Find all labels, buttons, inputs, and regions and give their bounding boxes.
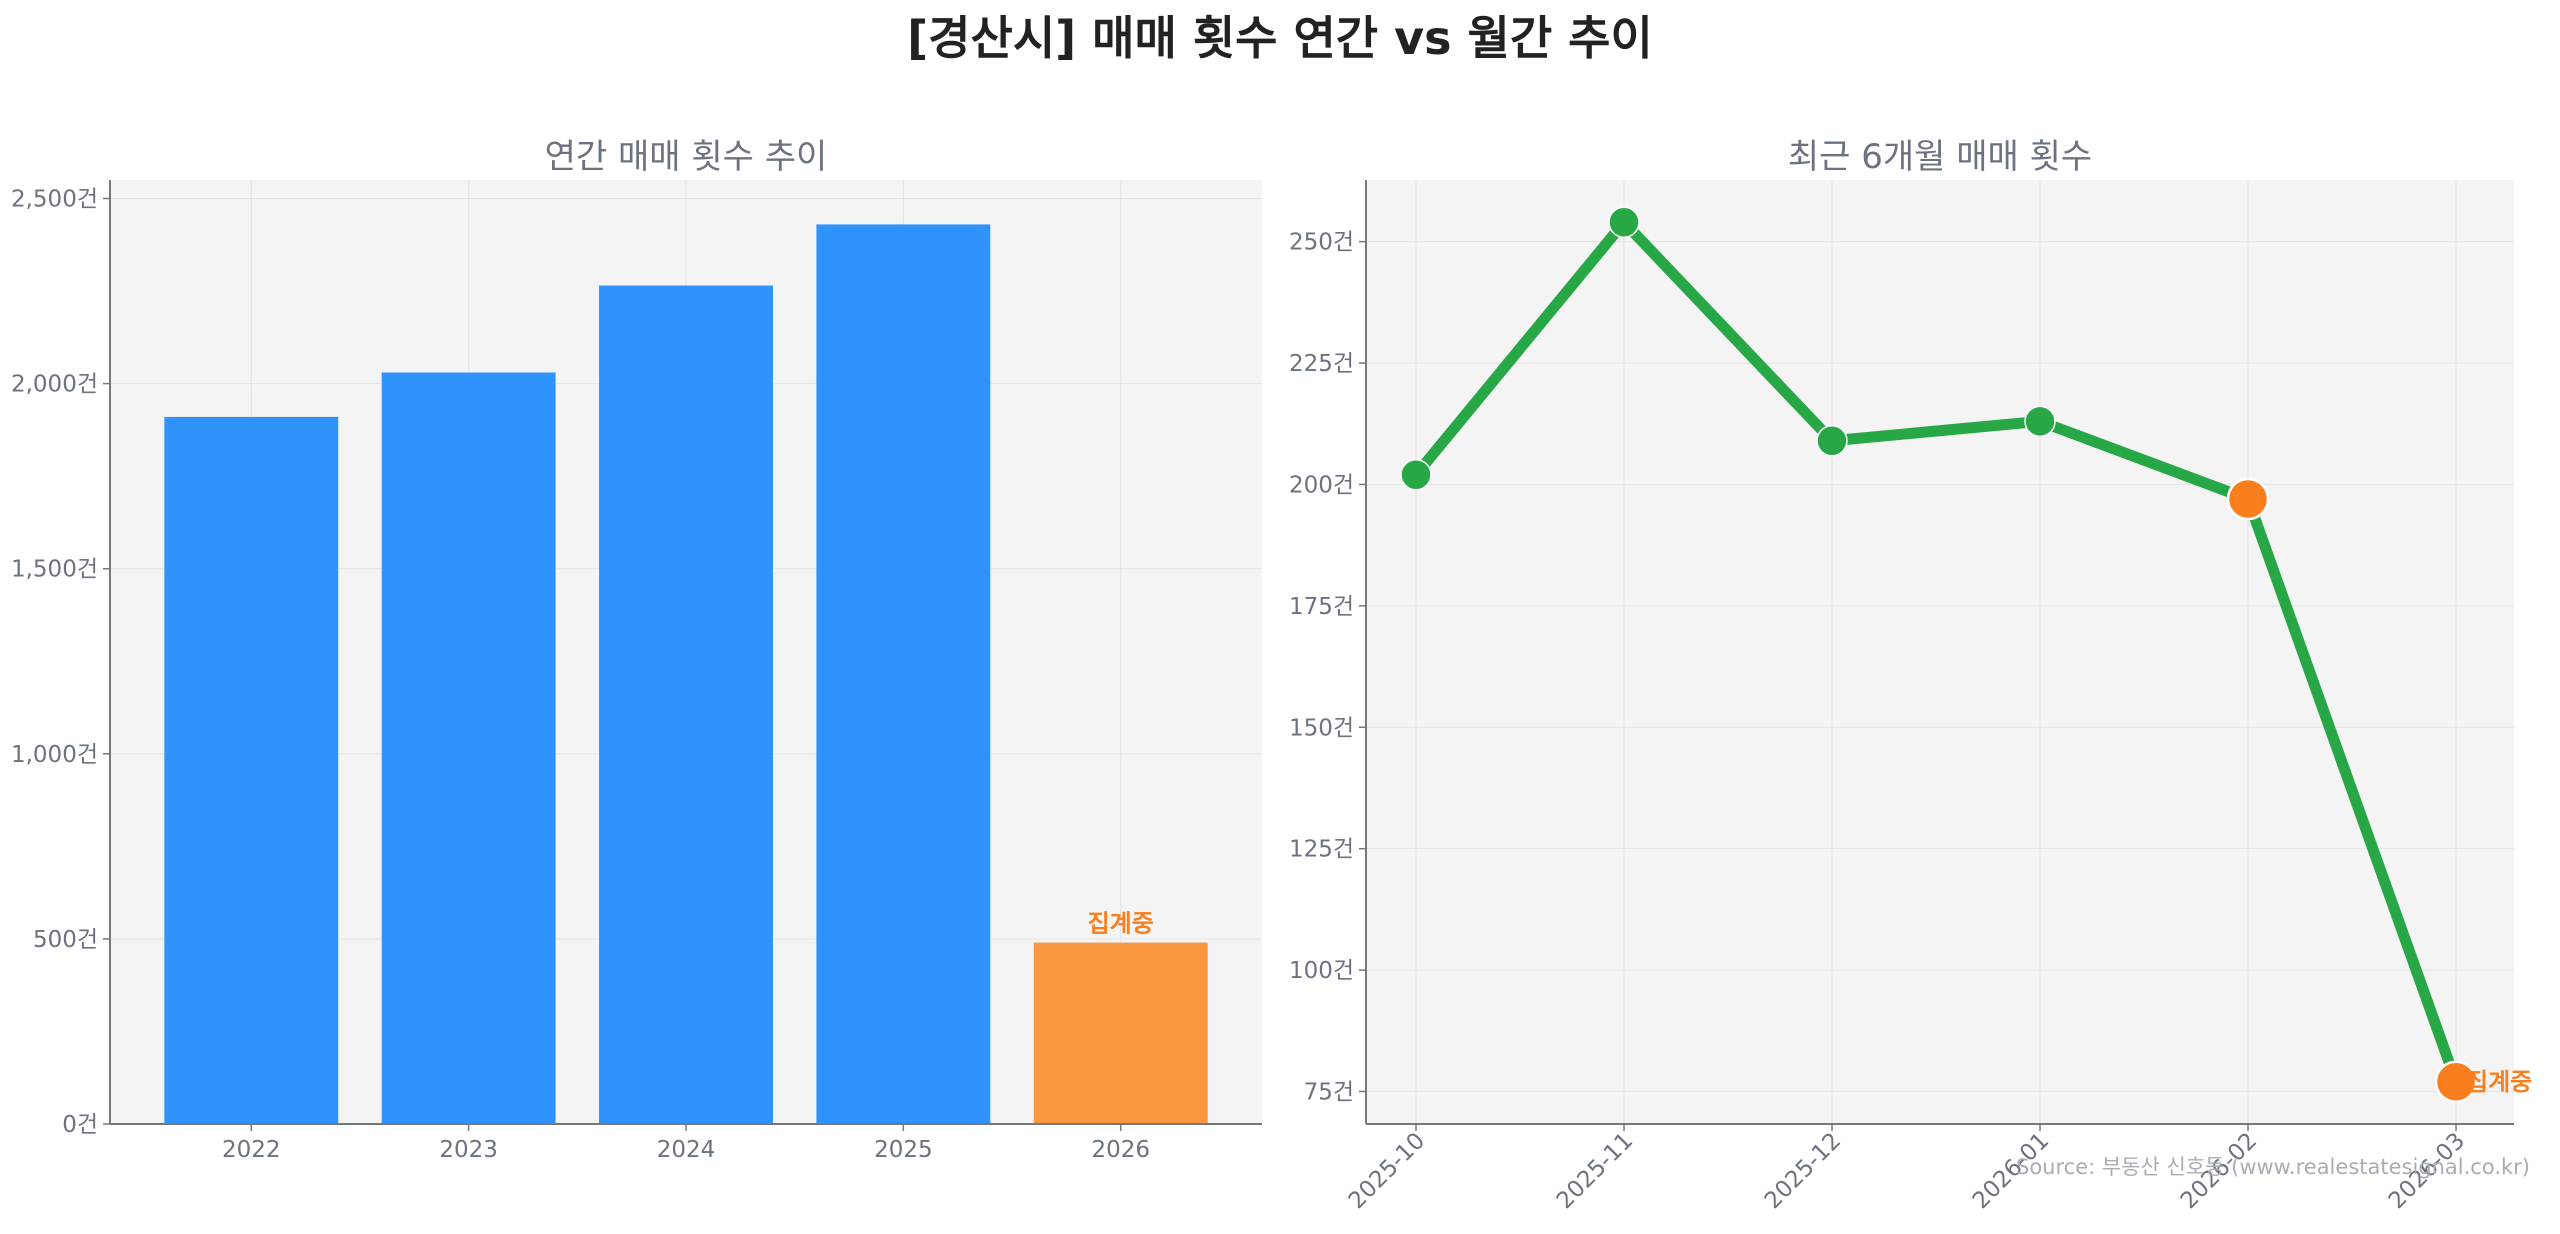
x-tick-label: 2025 (874, 1137, 933, 1163)
x-tick-label: 2024 (657, 1137, 716, 1163)
y-tick-label: 200건 (1289, 472, 1354, 498)
y-tick-label: 75건 (1304, 1079, 1354, 1105)
y-tick-label: 1,000건 (11, 742, 98, 768)
y-tick-label: 2,500건 (11, 187, 98, 213)
y-tick-label: 0건 (62, 1112, 98, 1138)
y-tick-label: 1,500건 (11, 557, 98, 583)
x-tick-label: 2023 (439, 1137, 498, 1163)
data-point-2025-11 (1608, 206, 1640, 238)
bar-2022 (164, 416, 339, 1124)
data-point-2026-01 (2024, 405, 2056, 438)
data-point-2026-03 (2434, 1060, 2478, 1104)
y-tick-label: 2,000건 (11, 372, 98, 398)
bar-2023 (381, 372, 556, 1124)
y-tick-label: 100건 (1289, 958, 1354, 984)
x-tick-label: 2025-11 (1552, 1128, 1638, 1214)
bar-annotation: 집계중 (1088, 910, 1154, 938)
y-tick-label: 500건 (33, 927, 98, 953)
bar-2026 (1033, 942, 1208, 1124)
data-point-2026-02 (2226, 477, 2270, 521)
source-note: Source: 부동산 신호등 (www.realestatesignal.co… (2016, 1155, 2530, 1179)
data-point-2025-12 (1816, 425, 1848, 457)
y-tick-label: 225건 (1289, 351, 1354, 377)
x-tick-label: 2025-12 (1760, 1128, 1846, 1214)
bar-2024 (599, 285, 773, 1125)
line-annotation: 집계중 (2466, 1068, 2532, 1096)
y-tick-label: 125건 (1289, 837, 1354, 863)
bar-2025 (816, 224, 991, 1124)
figure-title: [경산시] 매매 횟수 연간 vs 월간 추이 (907, 11, 1653, 65)
x-tick-label: 2022 (222, 1137, 281, 1163)
panel-title-monthly: 최근 6개월 매매 횟수 (1788, 137, 2092, 177)
plot-area-monthly (1366, 180, 2514, 1124)
data-point-2025-10 (1400, 459, 1432, 491)
panel-title-annual: 연간 매매 횟수 추이 (545, 137, 828, 177)
x-tick-label: 2026 (1091, 1137, 1150, 1163)
x-tick-label: 2025-10 (1344, 1128, 1430, 1214)
y-tick-label: 250건 (1289, 230, 1354, 256)
y-tick-label: 150건 (1289, 715, 1354, 741)
series-line (1410, 216, 2462, 1088)
y-tick-label: 175건 (1289, 594, 1354, 620)
